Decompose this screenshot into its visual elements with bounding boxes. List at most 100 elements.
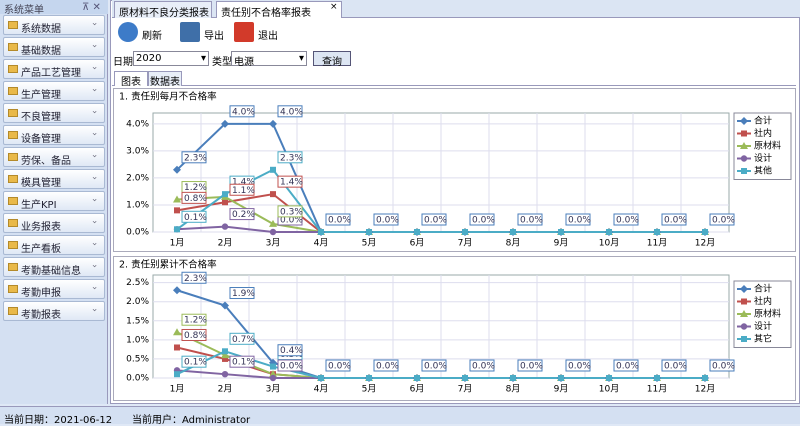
tab[interactable]: 原材料不良分类报表 <box>114 1 212 19</box>
menu-item[interactable]: 生产管理 › <box>3 81 105 101</box>
data-label-box <box>181 271 207 284</box>
tab[interactable]: 责任别不合格率报表 <box>216 1 342 19</box>
menu-icon <box>8 43 18 51</box>
y-tick-label: 0.0% <box>126 228 149 238</box>
chart-panel: 2. 责任别累计不合格率 0.0% 0.5% 1.0% 1.5% 2.0% 2.5% 1月 2月… <box>113 256 796 401</box>
menu-item[interactable]: 产品工艺管理 › <box>3 59 105 79</box>
menu-label: 产品工艺管理 <box>21 68 81 79</box>
marker <box>270 166 276 173</box>
menu-item[interactable]: 考勤申报 › <box>3 279 105 299</box>
legend-label: 社内 <box>754 127 772 139</box>
data-label-box <box>565 359 591 372</box>
expand-icon: › <box>88 88 99 92</box>
data-label: 0.7% <box>232 335 255 345</box>
subtab[interactable]: 图表 <box>114 71 148 88</box>
data-label-box <box>181 313 207 326</box>
x-tick-label: 2月 <box>218 238 233 249</box>
sidebar: 系统菜单 ⊼ ✕ 系统数据 › 基础数据 › 产品工艺管理 › 生产管理 › 不良管理 › 设备管理… <box>0 0 108 404</box>
type-select[interactable]: 电源 ▾ <box>231 51 307 68</box>
data-label-box <box>229 183 255 196</box>
marker <box>173 165 181 174</box>
expand-icon: › <box>88 44 99 48</box>
data-label: 1.2% <box>184 183 207 193</box>
data-label-box <box>181 355 207 368</box>
date-select[interactable]: 2020 ▾ <box>133 51 209 66</box>
series-line <box>176 168 705 233</box>
marker <box>702 375 708 381</box>
data-label: 0.0% <box>376 362 399 372</box>
toolbar-label[interactable]: 退出 <box>258 31 278 42</box>
menu-item[interactable]: 生产看板 › <box>3 235 105 255</box>
menu-icon <box>8 307 18 315</box>
data-label-box <box>565 213 591 226</box>
query-button[interactable]: 查询 <box>313 51 351 68</box>
menu-icon <box>8 131 18 139</box>
expand-icon: › <box>88 110 99 114</box>
expand-icon: › <box>88 242 99 246</box>
menu-icon <box>8 21 18 29</box>
menu-item[interactable]: 劳保、备品 › <box>3 147 105 167</box>
data-label: 0.0% <box>520 362 543 372</box>
data-label: 0.0% <box>424 362 447 372</box>
marker <box>606 229 612 235</box>
status-user: 当前用户：Administrator <box>132 415 251 426</box>
x-tick-label: 12月 <box>695 238 715 249</box>
marker <box>221 223 229 230</box>
data-label: 0.2% <box>232 210 255 220</box>
menu-item[interactable]: 系统数据 › <box>3 15 105 35</box>
data-label: 4.0% <box>232 107 255 117</box>
y-tick-label: 3.0% <box>126 146 149 156</box>
menu-label: 业务报表 <box>21 222 61 233</box>
data-label-box <box>277 175 303 188</box>
menu-item[interactable]: 考勤基础信息 › <box>3 257 105 277</box>
tab-close[interactable]: × <box>330 2 338 12</box>
menu-item[interactable]: 生产KPI › <box>3 191 105 211</box>
menu-item[interactable]: 设备管理 › <box>3 125 105 145</box>
menu-icon <box>8 241 18 249</box>
subtab[interactable]: 数据表 <box>148 71 182 88</box>
x-tick-label: 3月 <box>266 238 281 249</box>
pin-icon[interactable]: ⊼ ✕ <box>82 2 101 13</box>
y-tick-label: 4.0% <box>126 119 149 129</box>
expand-icon: › <box>88 176 99 180</box>
menu-icon <box>8 285 18 293</box>
data-label-box <box>229 287 255 300</box>
marker <box>222 355 228 362</box>
data-label: 0.0% <box>664 216 687 226</box>
data-label-box <box>613 359 639 372</box>
legend-marker <box>741 130 747 137</box>
toolbar-icon[interactable] <box>234 22 254 42</box>
marker <box>221 351 229 359</box>
toolbar-label[interactable]: 导出 <box>204 31 224 42</box>
menu-item[interactable]: 模具管理 › <box>3 169 105 189</box>
marker <box>221 370 229 378</box>
data-label: 0.1% <box>232 358 255 368</box>
toolbar-icon[interactable] <box>180 22 200 42</box>
menu-item[interactable]: 基础数据 › <box>3 37 105 57</box>
marker <box>414 229 420 235</box>
menu-label: 考勤报表 <box>21 310 61 321</box>
data-label: 1.4% <box>280 178 303 188</box>
x-tick-label: 7月 <box>458 238 473 249</box>
menu-label: 生产管理 <box>21 90 61 101</box>
toolbar-icon[interactable] <box>118 22 138 42</box>
x-tick-label: 5月 <box>362 384 377 395</box>
marker <box>270 191 276 198</box>
status-date: 当前日期：2021-06-12 <box>4 415 113 426</box>
toolbar: 刷新 导出 退出 <box>112 19 800 47</box>
menu-item[interactable]: 业务报表 › <box>3 213 105 233</box>
legend-label: 其他 <box>754 165 772 177</box>
menu-item[interactable]: 不良管理 › <box>3 103 105 123</box>
marker <box>702 229 708 235</box>
expand-icon: › <box>88 132 99 136</box>
marker <box>222 199 228 206</box>
x-tick-label: 1月 <box>170 384 185 395</box>
data-label-box <box>277 205 303 218</box>
marker <box>462 375 468 381</box>
menu-item[interactable]: 考勤报表 › <box>3 301 105 321</box>
x-tick-label: 7月 <box>458 384 473 395</box>
toolbar-label[interactable]: 刷新 <box>142 31 162 42</box>
expand-icon: › <box>88 264 99 268</box>
marker <box>558 229 564 235</box>
data-label: 0.0% <box>328 216 351 226</box>
